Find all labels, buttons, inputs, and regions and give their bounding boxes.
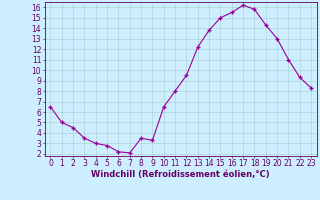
X-axis label: Windchill (Refroidissement éolien,°C): Windchill (Refroidissement éolien,°C)	[92, 170, 270, 179]
